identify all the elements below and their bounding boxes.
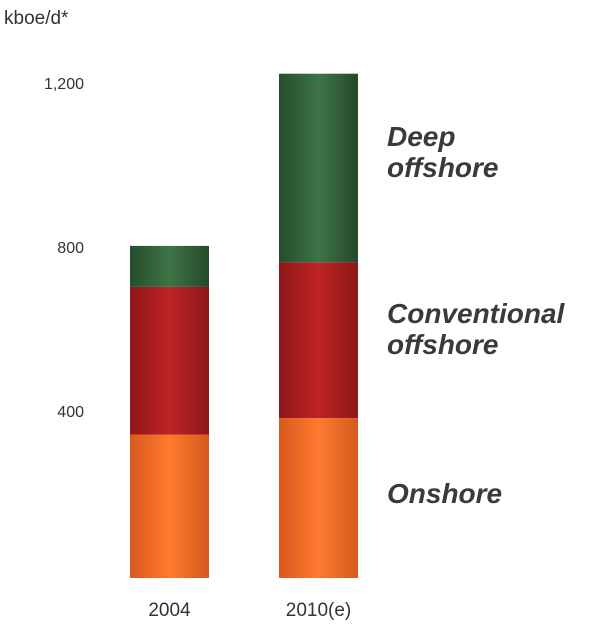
- bar-2010-e-conventional-offshore: [279, 262, 358, 419]
- x-tick-label-2004: 2004: [148, 600, 191, 621]
- legend-label-deep-offshore-line-2: offshore: [387, 152, 499, 183]
- bar-2010-e-deep-offshore: [279, 73, 358, 263]
- y-tick-label-400: 400: [57, 404, 84, 421]
- x-tick-label-2010e: 2010(e): [285, 600, 352, 621]
- bar-2004-onshore: [130, 434, 209, 578]
- legend-label-onshore-line-1: Onshore: [387, 478, 503, 509]
- legend-label-deep-offshore: Deep offshore: [387, 121, 499, 183]
- legend-label-deep-offshore-line-1: Deep: [387, 121, 456, 152]
- bars-group: [130, 73, 358, 578]
- bar-2004-deep-offshore: [130, 245, 209, 287]
- bar-2010-e-onshore: [279, 418, 358, 578]
- y-axis-unit-label: kboe/d*: [4, 8, 69, 29]
- legend-label-conventional-offshore-line-2: offshore: [387, 329, 499, 360]
- bar-2004-conventional-offshore: [130, 286, 209, 435]
- legend-label-onshore: Onshore: [387, 478, 502, 509]
- legend-label-conventional-offshore-line-1: Conventional: [387, 298, 565, 329]
- y-tick-label-1200: 1,200: [43, 76, 84, 93]
- y-tick-label-800: 800: [57, 240, 84, 257]
- legend-label-conventional-offshore: Conventional offshore: [387, 298, 564, 360]
